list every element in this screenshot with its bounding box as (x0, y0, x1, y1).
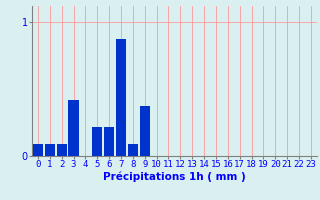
Bar (92, 127, 102, 156)
Bar (57, 144, 67, 156)
Bar (68, 100, 79, 156)
Bar (45, 144, 55, 156)
Bar (116, 39, 126, 156)
Bar (33, 144, 43, 156)
Bar (104, 127, 114, 156)
Bar (140, 106, 150, 156)
Bar (128, 144, 138, 156)
X-axis label: Précipitations 1h ( mm ): Précipitations 1h ( mm ) (103, 172, 246, 182)
